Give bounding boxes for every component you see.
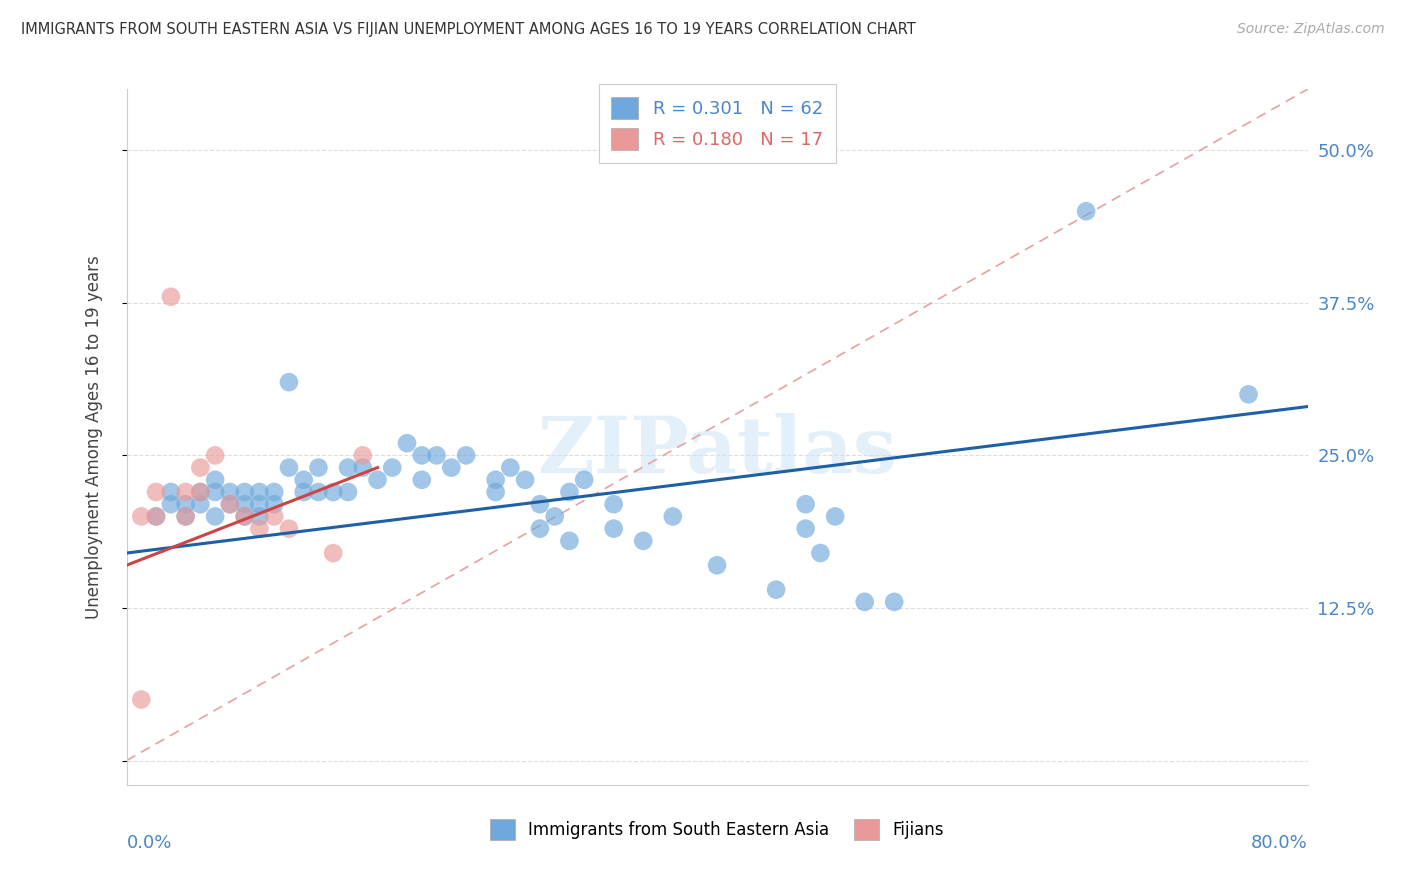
Point: [883, 595, 905, 609]
Point: [233, 509, 256, 524]
Point: [603, 522, 626, 536]
Point: [233, 497, 256, 511]
Point: [810, 546, 832, 560]
Point: [233, 509, 256, 524]
Point: [322, 485, 344, 500]
Point: [278, 375, 301, 389]
Point: [484, 473, 508, 487]
Point: [263, 485, 285, 500]
Point: [145, 509, 167, 524]
Point: [337, 485, 360, 500]
Point: [145, 485, 167, 500]
Text: Source: ZipAtlas.com: Source: ZipAtlas.com: [1237, 22, 1385, 37]
Point: [278, 522, 301, 536]
Point: [558, 533, 581, 548]
Point: [129, 692, 153, 706]
Point: [278, 460, 301, 475]
Point: [558, 485, 581, 500]
Point: [411, 449, 433, 463]
Point: [129, 509, 153, 524]
Point: [145, 509, 167, 524]
Legend: Immigrants from South Eastern Asia, Fijians: Immigrants from South Eastern Asia, Fiji…: [484, 813, 950, 847]
Y-axis label: Unemployment Among Ages 16 to 19 years: Unemployment Among Ages 16 to 19 years: [84, 255, 103, 619]
Point: [174, 485, 197, 500]
Point: [574, 473, 596, 487]
Point: [662, 509, 685, 524]
Point: [337, 460, 360, 475]
Point: [249, 509, 271, 524]
Point: [204, 485, 226, 500]
Point: [765, 582, 787, 597]
Point: [484, 485, 508, 500]
Point: [381, 460, 404, 475]
Point: [824, 509, 846, 524]
Point: [174, 509, 197, 524]
Text: 80.0%: 80.0%: [1251, 834, 1308, 852]
Point: [794, 522, 817, 536]
Point: [249, 497, 271, 511]
Point: [204, 473, 226, 487]
Point: [603, 497, 626, 511]
Point: [233, 485, 256, 500]
Point: [188, 497, 212, 511]
Point: [174, 509, 197, 524]
Point: [263, 509, 285, 524]
Point: [308, 485, 330, 500]
Point: [706, 558, 728, 573]
Point: [219, 497, 242, 511]
Point: [529, 522, 551, 536]
Point: [292, 473, 315, 487]
Point: [456, 449, 478, 463]
Point: [440, 460, 463, 475]
Point: [794, 497, 817, 511]
Point: [411, 473, 433, 487]
Point: [425, 449, 447, 463]
Point: [1076, 204, 1098, 219]
Point: [204, 509, 226, 524]
Point: [219, 497, 242, 511]
Point: [515, 473, 537, 487]
Point: [292, 485, 315, 500]
Text: IMMIGRANTS FROM SOUTH EASTERN ASIA VS FIJIAN UNEMPLOYMENT AMONG AGES 16 TO 19 YE: IMMIGRANTS FROM SOUTH EASTERN ASIA VS FI…: [21, 22, 915, 37]
Text: ZIPatlas: ZIPatlas: [537, 413, 897, 489]
Point: [160, 497, 183, 511]
Point: [853, 595, 876, 609]
Point: [396, 436, 419, 450]
Point: [499, 460, 522, 475]
Point: [249, 522, 271, 536]
Point: [352, 449, 374, 463]
Point: [529, 497, 551, 511]
Point: [188, 485, 212, 500]
Point: [308, 460, 330, 475]
Point: [543, 509, 565, 524]
Point: [188, 485, 212, 500]
Point: [219, 485, 242, 500]
Point: [204, 449, 226, 463]
Point: [367, 473, 389, 487]
Point: [322, 546, 344, 560]
Point: [633, 533, 655, 548]
Point: [352, 460, 374, 475]
Text: 0.0%: 0.0%: [127, 834, 172, 852]
Point: [249, 485, 271, 500]
Point: [174, 497, 197, 511]
Point: [160, 290, 183, 304]
Point: [188, 460, 212, 475]
Point: [263, 497, 285, 511]
Point: [1237, 387, 1260, 401]
Point: [160, 485, 183, 500]
